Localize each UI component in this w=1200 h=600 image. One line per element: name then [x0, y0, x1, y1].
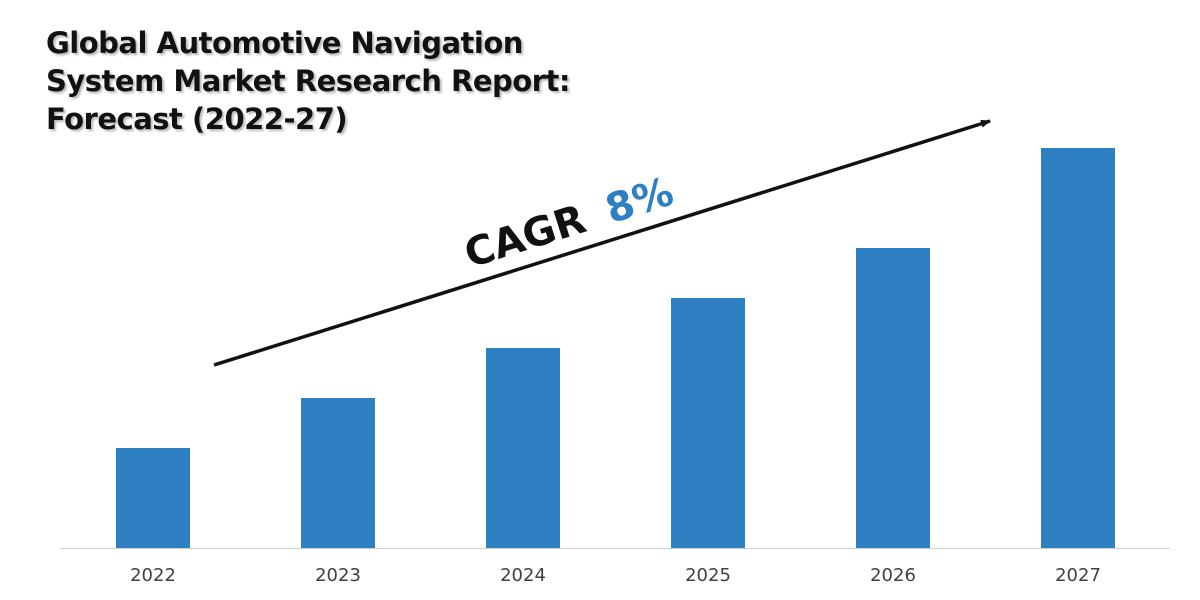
- bar-2022: [116, 448, 190, 548]
- x-axis-ticks: 2022 2023 2024 2025 2026 2027: [130, 565, 1101, 586]
- bar-2027: [1041, 148, 1115, 548]
- bar-2023: [301, 398, 375, 548]
- x-tick-label-2025: 2025: [685, 565, 731, 586]
- bar-2026: [856, 248, 930, 548]
- bar-2024: [486, 348, 560, 548]
- trend-arrow: [213, 119, 991, 367]
- x-tick-label-2023: 2023: [315, 565, 361, 586]
- chart-title: Global Automotive Navigation System Mark…: [46, 24, 606, 138]
- title-line-1: Global Automotive Navigation: [46, 26, 523, 60]
- bars-group: [116, 148, 1115, 548]
- title-line-2: System Market Research Report:: [46, 64, 570, 98]
- x-tick-label-2024: 2024: [500, 565, 546, 586]
- svg-text:CAGR 8%: CAGR 8%: [459, 169, 679, 278]
- x-tick-label-2026: 2026: [870, 565, 916, 586]
- title-line-3: Forecast (2022-27): [46, 102, 348, 136]
- x-tick-label-2022: 2022: [130, 565, 176, 586]
- bar-2025: [671, 298, 745, 548]
- cagr-annotation: CAGR 8%: [459, 169, 679, 278]
- x-tick-label-2027: 2027: [1055, 565, 1101, 586]
